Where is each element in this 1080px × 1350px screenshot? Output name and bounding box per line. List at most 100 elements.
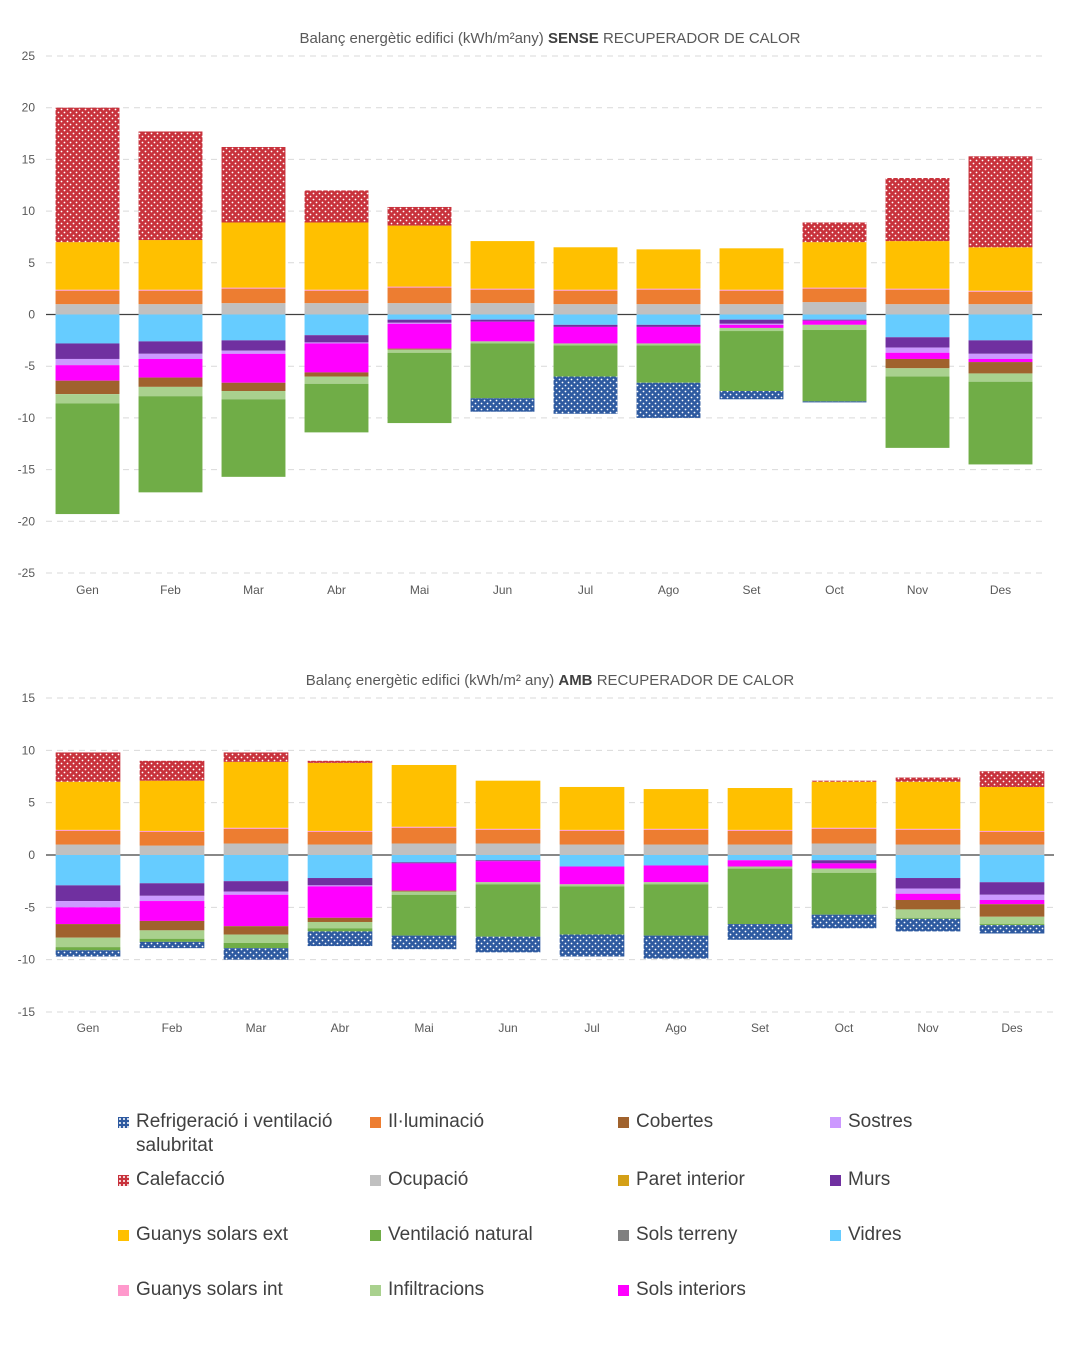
bar-segment-illuminacio: [636, 289, 701, 305]
bar-segment-sols_interiors: [802, 320, 867, 325]
legend-swatch: [370, 1230, 381, 1241]
bar-segment-infiltracions: [223, 934, 289, 943]
bar-segment-guanys_ext: [811, 781, 877, 828]
bar-segment-ocupacio: [553, 304, 618, 315]
chart-plot-area: 25 20 15 10 5 0 -5 -10 -15 -20 -25 Gen Feb Mar Abr Mai J…: [18, 49, 1042, 597]
bar-segment-cobertes: [139, 920, 205, 931]
bar-segment-ocupacio: [223, 843, 289, 855]
legend-swatch: [618, 1175, 629, 1186]
bar-segment-guanys_int: [391, 826, 457, 828]
bar-segment-murs: [223, 881, 289, 892]
x-tick-label: Nov: [917, 1021, 938, 1035]
bar-segment-vidres: [138, 314, 203, 342]
legend-item-murs: Murs: [830, 1168, 1045, 1192]
bar-segment-vidres: [470, 314, 535, 320]
bar-segment-illuminacio: [727, 830, 793, 845]
bar-segment-calefaccio: [55, 107, 120, 243]
x-tick-label: Abr: [331, 1021, 350, 1035]
bar-segment-infiltracions: [307, 921, 373, 929]
bar-segment-infiltracions: [643, 882, 709, 885]
bar-segment-murs: [470, 319, 535, 322]
bar-segment-infiltracions: [727, 866, 793, 869]
bar-segment-ocupacio: [885, 304, 950, 315]
bar-segment-cobertes: [138, 377, 203, 387]
legend-label: Guanys solars ext: [136, 1224, 289, 1245]
bar-segment-guanys_int: [139, 830, 205, 832]
bar-segment-ocupacio: [802, 302, 867, 315]
bar-segment-ventilacio: [475, 884, 541, 937]
y-tick-label: -20: [18, 514, 36, 528]
x-tick-label: Gen: [77, 1021, 100, 1035]
bar-segment-guanys_ext: [553, 247, 618, 290]
x-tick-label: Ago: [658, 583, 680, 597]
bar-segment-murs: [979, 882, 1045, 895]
legend-item-guanys_int: Guanys solars int: [118, 1278, 333, 1302]
bar-segment-infiltracions: [475, 882, 541, 885]
bar-segment-refrigeracio: [475, 936, 541, 953]
bar-segment-refrigeracio: [811, 914, 877, 929]
chart-title: Balanç energètic edifici (kWh/m²any) SEN…: [299, 30, 801, 47]
bar-segment-ocupacio: [811, 843, 877, 855]
bar-segment-guanys_ext: [138, 240, 203, 290]
bar-segment-vidres: [387, 314, 452, 320]
bar-segment-murs: [304, 335, 369, 343]
chart-sense-recuperador: Balanç energètic edifici (kWh/m²any) SEN…: [0, 18, 1080, 618]
bar-segment-murs: [139, 883, 205, 896]
bar-segment-infiltracions: [968, 373, 1033, 382]
bar-segment-sols_interiors: [643, 865, 709, 883]
bar-segment-infiltracions: [387, 349, 452, 353]
bar-segment-guanys_int: [470, 288, 535, 290]
bar-segment-cobertes: [307, 917, 373, 922]
bar-segment-vidres: [307, 855, 373, 879]
bar-segment-infiltracions: [802, 324, 867, 331]
bar-segment-sols_interiors: [138, 358, 203, 378]
y-tick-label: 5: [28, 256, 35, 270]
bar-segment-murs: [802, 319, 867, 321]
bar-segment-guanys_int: [968, 290, 1033, 292]
bar-segment-sostres: [719, 323, 784, 325]
legend-item-sols_terreny: Sols terreny: [618, 1223, 833, 1247]
bar-segment-murs: [391, 862, 457, 864]
bar-segment-sostres: [968, 353, 1033, 359]
bar-segment-infiltracions: [221, 391, 286, 400]
bar-segment-guanys_int: [221, 287, 286, 289]
bar-segment-ventilacio: [895, 917, 961, 919]
bar-segment-guanys_int: [304, 289, 369, 291]
bar-segment-guanys_ext: [387, 225, 452, 287]
bar-segment-refrigeracio: [307, 931, 373, 947]
bar-segment-ocupacio: [391, 843, 457, 855]
bar-segment-infiltracions: [391, 891, 457, 895]
bar-segment-infiltracions: [719, 327, 784, 332]
x-tick-label: Feb: [160, 583, 181, 597]
bar-segment-vidres: [885, 314, 950, 338]
bar-segment-infiltracions: [139, 930, 205, 939]
bar-segment-refrigeracio: [559, 934, 625, 957]
legend-item-sostres: Sostres: [830, 1110, 1045, 1134]
legend-swatch: [370, 1117, 381, 1128]
legend-swatch: [618, 1117, 629, 1128]
bar-segment-sols_interiors: [387, 323, 452, 349]
bar-segment-vidres: [968, 314, 1033, 341]
bar-segment-guanys_int: [636, 288, 701, 290]
bar-segment-vidres: [223, 855, 289, 882]
y-tick-label: 10: [22, 204, 36, 218]
bar-segment-ventilacio: [223, 942, 289, 949]
bar-segment-guanys_ext: [895, 781, 961, 829]
bar-segment-sols_interiors: [139, 901, 205, 921]
x-tick-label: Jun: [498, 1021, 517, 1035]
y-tick-label: 0: [28, 308, 35, 322]
bar-segment-guanys_int: [643, 828, 709, 830]
legend-swatch: [118, 1285, 129, 1296]
bar-segment-ocupacio: [643, 844, 709, 855]
bar-segment-sostres: [139, 895, 205, 902]
bar-segment-ocupacio: [387, 303, 452, 315]
bar-segment-ocupacio: [895, 844, 961, 855]
bar-segment-cobertes: [55, 924, 121, 938]
bar-segment-ventilacio: [979, 924, 1045, 926]
bar-segment-sols_interiors: [895, 893, 961, 901]
bar-segment-illuminacio: [55, 290, 120, 305]
bar-segment-calefaccio: [968, 156, 1033, 248]
bar-segment-guanys_int: [559, 829, 625, 831]
y-tick-label: 25: [22, 49, 36, 63]
bar-segment-guanys_int: [885, 288, 950, 290]
